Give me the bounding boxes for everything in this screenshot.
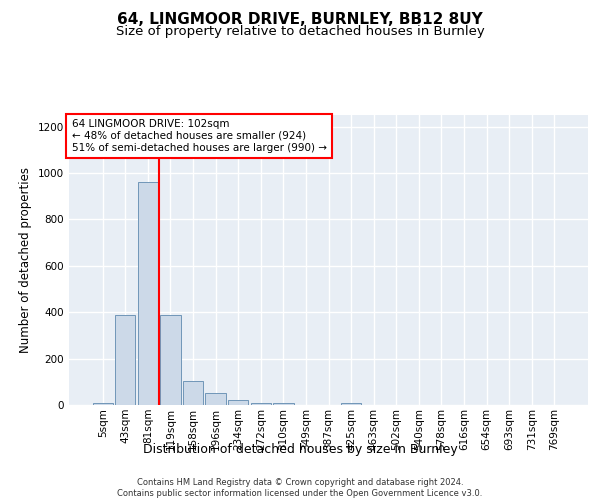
Bar (138, 182, 158, 405)
Bar (228, 400, 248, 405)
Bar (341, 402, 361, 405)
Text: Contains HM Land Registry data © Crown copyright and database right 2024.
Contai: Contains HM Land Registry data © Crown c… (118, 478, 482, 498)
Y-axis label: Number of detached properties: Number of detached properties (19, 167, 32, 353)
Text: 64 LINGMOOR DRIVE: 102sqm
← 48% of detached houses are smaller (924)
51% of semi: 64 LINGMOOR DRIVE: 102sqm ← 48% of detac… (71, 120, 326, 152)
Bar (251, 402, 271, 405)
Bar (205, 394, 226, 405)
Text: Distribution of detached houses by size in Burnley: Distribution of detached houses by size … (143, 442, 457, 456)
Bar (115, 314, 136, 405)
Bar (183, 380, 203, 405)
Bar (273, 402, 293, 405)
Bar (92, 402, 113, 405)
Text: 64, LINGMOOR DRIVE, BURNLEY, BB12 8UY: 64, LINGMOOR DRIVE, BURNLEY, BB12 8UY (117, 12, 483, 28)
Text: Size of property relative to detached houses in Burnley: Size of property relative to detached ho… (116, 25, 484, 38)
Bar (160, 314, 181, 405)
